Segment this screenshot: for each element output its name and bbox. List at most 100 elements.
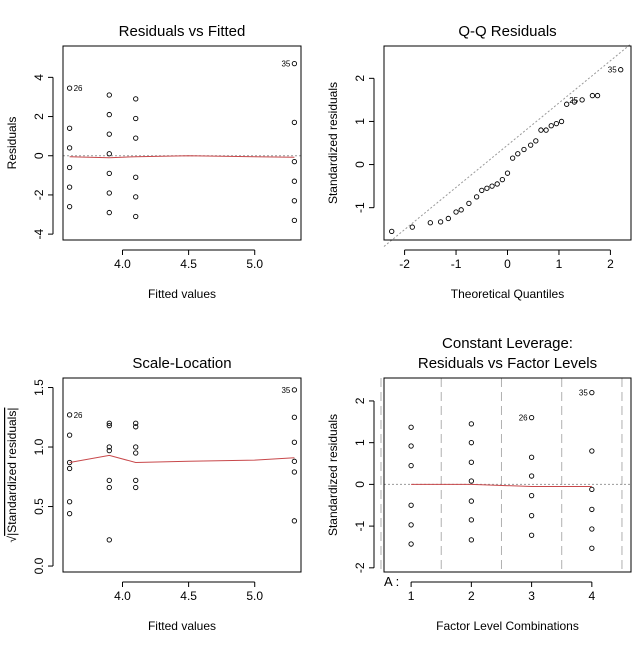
data-point bbox=[106, 190, 112, 196]
x-tick-label: 3 bbox=[528, 589, 535, 603]
data-point bbox=[528, 513, 535, 519]
data-point bbox=[133, 115, 139, 122]
smooth-line bbox=[69, 155, 295, 159]
x-tick-label: 0 bbox=[504, 257, 511, 271]
data-point bbox=[589, 389, 595, 396]
y-tick-label: 2 bbox=[353, 75, 367, 82]
data-point bbox=[579, 97, 585, 103]
point-label: 26 bbox=[74, 84, 83, 93]
x-axis-label: Factor Level Combinations bbox=[436, 619, 579, 633]
data-point bbox=[106, 209, 112, 216]
data-point bbox=[489, 183, 495, 189]
data-point bbox=[589, 506, 595, 513]
y-axis-label: Residuals bbox=[5, 117, 19, 170]
plot-frame bbox=[383, 377, 632, 573]
data-point bbox=[291, 439, 298, 445]
data-point bbox=[291, 217, 298, 224]
data-point bbox=[408, 424, 414, 430]
data-point bbox=[66, 145, 73, 151]
data-point bbox=[133, 484, 139, 491]
chart-p2: 25 35 -2 -1 0 1 2 -1 0 1 2 Q-Q Residuals Theoretical… bbox=[326, 23, 632, 301]
data-point bbox=[437, 219, 444, 225]
data-point bbox=[133, 213, 139, 220]
data-point bbox=[445, 215, 451, 222]
data-point bbox=[291, 178, 298, 184]
plot-frame bbox=[62, 377, 302, 573]
data-point bbox=[106, 484, 112, 491]
y-tick-label: 0 bbox=[32, 152, 46, 159]
data-point bbox=[106, 422, 112, 429]
y-tick-label: -2 bbox=[353, 562, 367, 573]
data-point bbox=[133, 135, 139, 141]
data-point bbox=[589, 526, 595, 532]
data-point bbox=[66, 465, 73, 472]
x-tick-label: 5.0 bbox=[246, 589, 263, 603]
y-tick-label: 1.0 bbox=[32, 438, 46, 455]
y-tick-label: 1 bbox=[353, 439, 367, 446]
point-label: 26 bbox=[519, 414, 528, 423]
point-label: 35 bbox=[281, 386, 290, 395]
chart-p4: 26 35 1 2 3 4 -2 -1 0 1 2 Constant Leverage: Residua… bbox=[326, 335, 632, 633]
data-point bbox=[133, 444, 139, 450]
data-point bbox=[589, 486, 595, 493]
data-point bbox=[133, 96, 139, 102]
data-point bbox=[468, 537, 475, 543]
data-point bbox=[528, 473, 535, 479]
chart-title: Constant Leverage: bbox=[442, 335, 573, 352]
point-label: 35 bbox=[281, 60, 290, 69]
x-axis-label: Fitted values bbox=[148, 619, 216, 633]
y-axis-label: √|Standardized residuals| bbox=[5, 408, 19, 543]
plot-frame bbox=[62, 45, 302, 241]
data-point bbox=[521, 146, 527, 153]
data-point bbox=[389, 228, 395, 235]
data-point bbox=[528, 142, 534, 148]
data-point bbox=[291, 387, 298, 393]
data-point bbox=[468, 517, 475, 523]
chart-title: Residuals vs Fitted bbox=[119, 23, 246, 40]
y-tick-label: -1 bbox=[353, 202, 367, 213]
data-point bbox=[468, 421, 475, 427]
chart-title: Scale-Location bbox=[132, 355, 231, 372]
data-point bbox=[66, 125, 73, 131]
y-tick-label: 4 bbox=[32, 74, 46, 81]
data-point bbox=[106, 477, 112, 484]
data-point bbox=[106, 420, 112, 426]
data-point bbox=[408, 541, 414, 547]
data-point bbox=[133, 477, 139, 484]
point-label: 25 bbox=[569, 96, 578, 105]
y-axis-label: Standardized residuals bbox=[326, 414, 340, 536]
data-point bbox=[106, 92, 112, 98]
data-point bbox=[66, 432, 73, 438]
x-tick-label: 5.0 bbox=[246, 257, 263, 271]
y-tick-label: 1.5 bbox=[32, 379, 46, 396]
point-label: 35 bbox=[579, 389, 588, 398]
data-point bbox=[618, 67, 624, 73]
data-point bbox=[453, 209, 459, 215]
data-point bbox=[66, 511, 73, 517]
data-point bbox=[479, 187, 485, 194]
data-point bbox=[66, 85, 73, 91]
data-point bbox=[564, 101, 570, 107]
data-point bbox=[133, 450, 139, 456]
sqrt-symbol: √ bbox=[5, 535, 19, 542]
smooth-line bbox=[411, 483, 592, 487]
data-point bbox=[66, 204, 73, 210]
data-point bbox=[106, 131, 112, 137]
y-tick-label: 0.5 bbox=[32, 498, 46, 515]
data-point bbox=[66, 184, 73, 190]
chart-p1: 26 35 4.0 4.5 5.0 -4 -2 0 2 4 Residuals vs Fitted F… bbox=[5, 23, 302, 301]
data-point bbox=[528, 532, 535, 538]
data-point bbox=[408, 443, 414, 449]
data-point bbox=[133, 174, 139, 180]
y-tick-label: 2 bbox=[32, 113, 46, 120]
data-point bbox=[594, 92, 601, 99]
y-tick-label: 0.0 bbox=[32, 557, 46, 574]
data-point bbox=[408, 462, 414, 469]
data-point bbox=[106, 170, 112, 177]
x-tick-label: 4.5 bbox=[180, 589, 197, 603]
x-tick-label: 4.0 bbox=[114, 257, 131, 271]
x-tick-label: 4.5 bbox=[180, 257, 197, 271]
data-point bbox=[106, 151, 112, 157]
data-point bbox=[106, 444, 112, 450]
x-tick-label: -2 bbox=[399, 257, 410, 271]
